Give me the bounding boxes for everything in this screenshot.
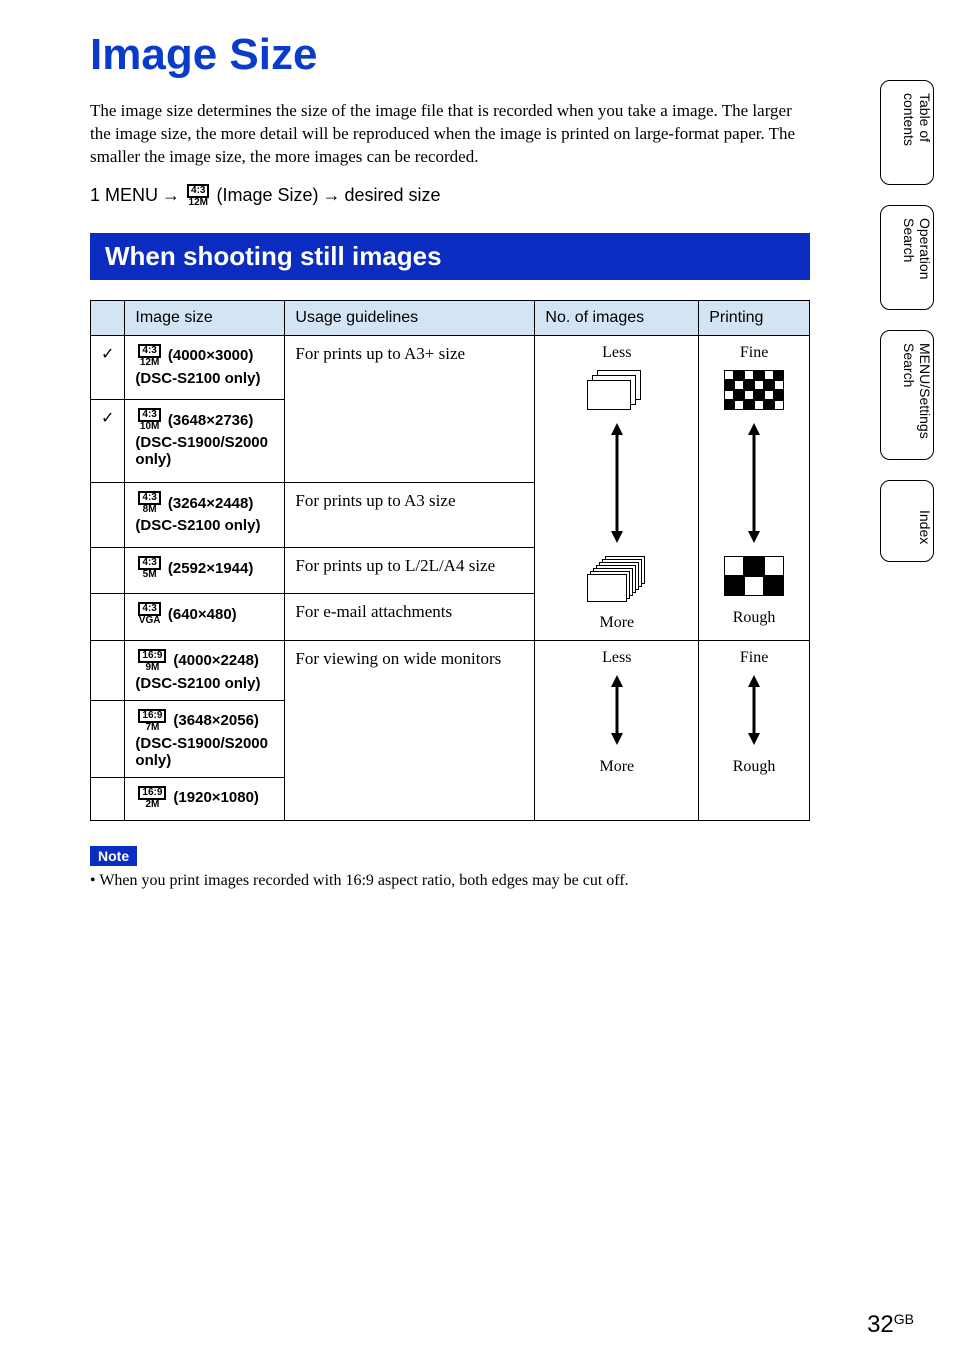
rough-grid-icon (724, 556, 784, 596)
num-images-cell: Less More (535, 335, 699, 640)
step-prefix: 1 MENU (90, 185, 158, 206)
tab-menu-settings[interactable]: MENU/Settings Search (880, 330, 934, 460)
stack-few-icon (587, 370, 647, 410)
ratio-badge: 4:3 12M (187, 184, 209, 208)
check-cell (91, 594, 125, 640)
usage-cell: For prints up to L/2L/A4 size (285, 548, 535, 594)
size-cell: 4:38M (3264×2448)(DSC-S2100 only) (125, 483, 285, 548)
fine-grid-icon (724, 370, 784, 410)
th-size: Image size (125, 300, 285, 335)
size-cell: 16:99M (4000×2248)(DSC-S2100 only) (125, 640, 285, 700)
side-tabs: Table of contents Operation Search MENU/… (880, 80, 934, 562)
check-cell (91, 700, 125, 777)
size-cell: 4:312M (4000×3000)(DSC-S2100 only) (125, 335, 285, 400)
menu-step: 1 MENU → 4:3 12M (Image Size) → desired … (90, 184, 914, 208)
rough-label: Rough (709, 609, 799, 627)
page-num-main: 32 (867, 1311, 894, 1338)
fine-label: Fine (709, 649, 799, 667)
check-cell: ✓ (91, 400, 125, 483)
usage-cell: For prints up to A3 size (285, 483, 535, 548)
check-cell (91, 548, 125, 594)
fine-label: Fine (709, 344, 799, 362)
size-cell: 4:35M (2592×1944) (125, 548, 285, 594)
note-label: Note (90, 846, 137, 866)
ratio-sub: 12M (189, 198, 208, 208)
usage-cell: For e-mail attachments (285, 594, 535, 640)
rough-label: Rough (709, 758, 799, 776)
check-cell (91, 640, 125, 700)
tab-toc[interactable]: Table of contents (880, 80, 934, 185)
usage-cell: For prints up to A3+ size (285, 335, 535, 483)
arrow-icon: → (162, 185, 180, 206)
more-label: More (545, 758, 688, 776)
printing-cell: Fine Rough (699, 640, 810, 820)
num-images-cell: Less More (535, 640, 699, 820)
table-row: ✓ 4:312M (4000×3000)(DSC-S2100 only)For … (91, 335, 810, 400)
intro-text: The image size determines the size of th… (90, 100, 810, 169)
less-label: Less (545, 344, 688, 362)
less-label: Less (545, 649, 688, 667)
size-cell: 16:92M (1920×1080) (125, 777, 285, 820)
check-cell: ✓ (91, 335, 125, 400)
page-title: Image Size (90, 30, 914, 80)
ratio-box: 4:3 (187, 184, 209, 198)
size-cell: 16:97M (3648×2056)(DSC-S1900/S2000 only) (125, 700, 285, 777)
more-label: More (545, 614, 688, 632)
usage-cell: For viewing on wide monitors (285, 640, 535, 820)
check-cell (91, 483, 125, 548)
th-usage: Usage guidelines (285, 300, 535, 335)
size-cell: 4:3VGA (640×480) (125, 594, 285, 640)
image-size-table: Image size Usage guidelines No. of image… (90, 300, 810, 821)
size-cell: 4:310M (3648×2736)(DSC-S1900/S2000 only) (125, 400, 285, 483)
page-number: 32GB (867, 1311, 914, 1339)
arrow-icon: → (323, 185, 341, 206)
tab-index[interactable]: Index (880, 480, 934, 562)
section-header: When shooting still images (90, 233, 810, 280)
check-icon: ✓ (101, 410, 114, 427)
tab-operation[interactable]: Operation Search (880, 205, 934, 310)
note-text: • When you print images recorded with 16… (90, 872, 914, 890)
check-icon: ✓ (101, 346, 114, 363)
step-middle: (Image Size) (216, 185, 318, 206)
th-num: No. of images (535, 300, 699, 335)
page-num-suffix: GB (894, 1311, 914, 1327)
th-print: Printing (699, 300, 810, 335)
table-row: 16:99M (4000×2248)(DSC-S2100 only)For vi… (91, 640, 810, 700)
stack-many-icon (587, 556, 647, 601)
check-cell (91, 777, 125, 820)
step-suffix: desired size (345, 185, 441, 206)
printing-cell: Fine Rough (699, 335, 810, 640)
th-blank (91, 300, 125, 335)
